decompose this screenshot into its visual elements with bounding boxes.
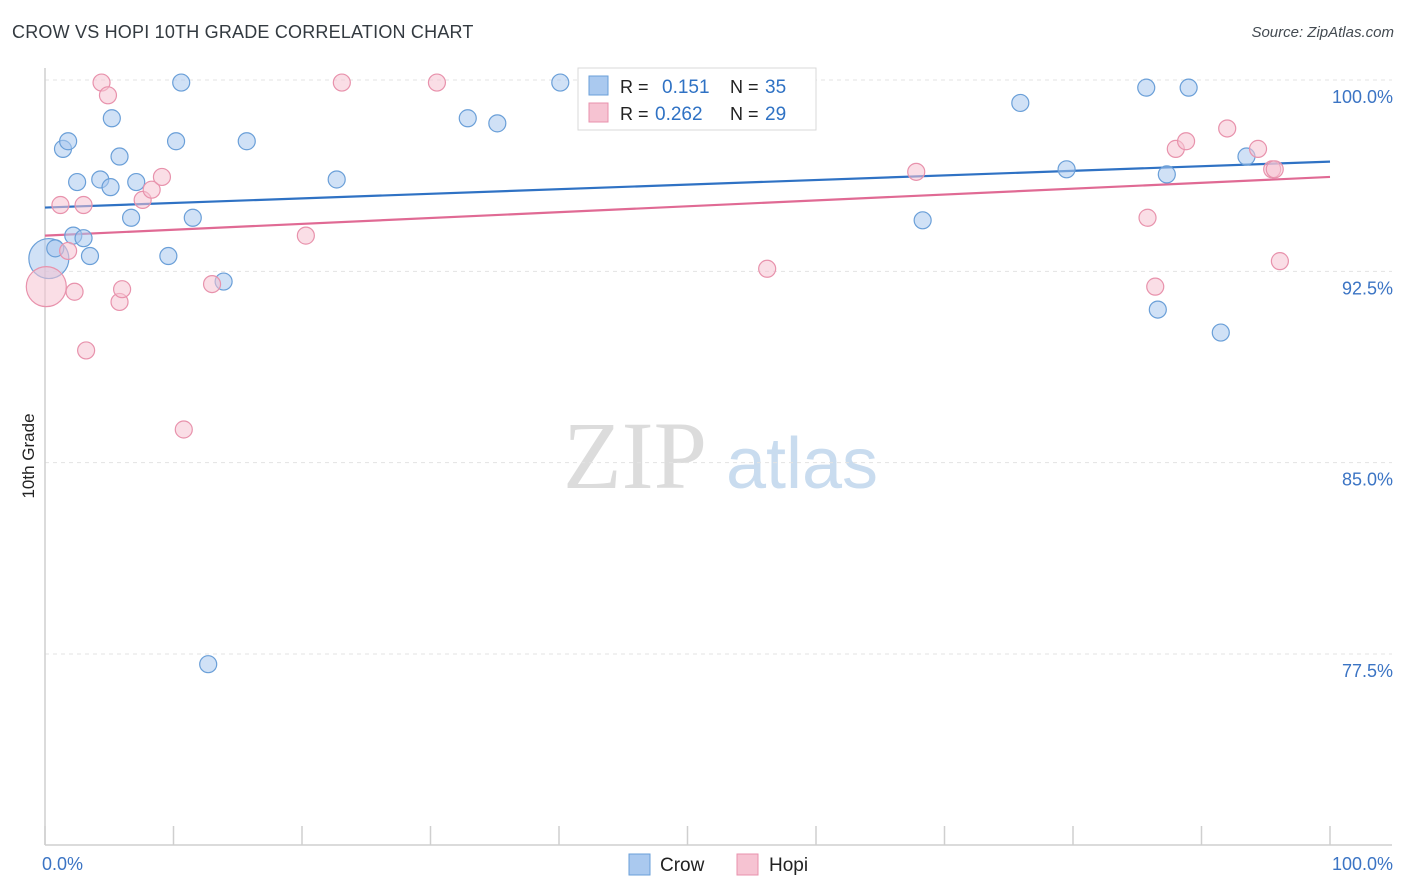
crow-point <box>127 172 146 192</box>
crow-point <box>237 132 256 151</box>
hopi-point <box>1248 139 1268 158</box>
hopi-point <box>427 73 447 92</box>
crow-point <box>458 109 477 128</box>
hopi-point <box>1270 252 1289 271</box>
hopi-point <box>142 180 161 199</box>
hopi-point <box>98 86 118 105</box>
y-tick-label: 92.5% <box>1342 278 1393 298</box>
y-axis-label: 10th Grade <box>19 413 38 498</box>
legend-crow-swatch <box>628 853 651 876</box>
x-tick-label: 0.0% <box>42 854 83 874</box>
crow-trend-line <box>44 160 1331 209</box>
crow-point <box>159 246 178 266</box>
hopi-point <box>174 420 193 439</box>
hopi-point <box>296 226 315 245</box>
stats-crow-r-label: R = <box>620 77 649 97</box>
hopi-point <box>74 195 93 215</box>
crow-point <box>1179 78 1198 97</box>
crow-point <box>102 109 121 128</box>
crow-point <box>101 178 120 197</box>
hopi-point <box>1138 208 1157 227</box>
stats-box-frame <box>577 67 817 131</box>
stats-hopi-n-value: 29 <box>765 104 786 125</box>
crow-point <box>1157 165 1176 184</box>
hopi-point <box>77 341 96 360</box>
crow-point <box>199 655 218 674</box>
crow-point <box>1057 160 1076 179</box>
axes: 100.0% 92.5% 85.0% 77.5% 0.0% 100.0% <box>42 68 1393 874</box>
legend-hopi-swatch <box>736 853 759 876</box>
y-tick-label: 77.5% <box>1342 661 1393 681</box>
data-points <box>25 73 1289 674</box>
stats-hopi-r-label: R = <box>620 104 649 124</box>
crow-point <box>172 73 191 92</box>
stats-crow-r-value: 0.151 <box>662 77 710 98</box>
crow-point <box>80 246 100 266</box>
stats-hopi-n-label: N = <box>730 104 759 124</box>
crow-point <box>59 132 78 151</box>
x-tick-label: 100.0% <box>1332 854 1393 874</box>
crow-point <box>1211 323 1230 342</box>
crow-point <box>488 114 507 133</box>
crow-point <box>1011 93 1030 113</box>
y-tick-label: 100.0% <box>1332 87 1393 107</box>
legend-hopi-label: Hopi <box>769 855 808 876</box>
crow-point <box>1137 78 1156 97</box>
crow-point <box>551 73 570 92</box>
hopi-trend-line <box>44 175 1331 237</box>
crow-point <box>68 172 87 192</box>
hopi-point <box>59 241 78 261</box>
stats-crow-n-label: N = <box>730 77 759 97</box>
crow-point <box>183 208 202 227</box>
crow-point <box>121 208 141 227</box>
hopi-point <box>51 195 70 215</box>
crow-point <box>913 211 932 230</box>
stats-box: R = 0.151 N = 35 R = 0.262 N = 29 <box>577 67 817 131</box>
hopi-point <box>65 282 84 301</box>
chart-title: CROW VS HOPI 10TH GRADE CORRELATION CHAR… <box>12 22 474 42</box>
hopi-point <box>332 73 351 92</box>
hopi-point <box>1146 277 1165 296</box>
legend: Crow Hopi <box>628 853 808 876</box>
crow-point <box>1148 300 1167 319</box>
hopi-point <box>1218 119 1237 138</box>
stats-crow-n-value: 35 <box>765 77 786 98</box>
hopi-point <box>1265 160 1284 179</box>
hopi-point <box>1176 132 1196 151</box>
hopi-point <box>758 259 777 278</box>
crow-point <box>166 132 186 151</box>
crow-point <box>74 229 93 248</box>
stats-hopi-swatch <box>588 102 609 123</box>
crow-point <box>327 170 346 189</box>
y-tick-label: 85.0% <box>1342 470 1393 490</box>
hopi-point <box>907 162 926 181</box>
watermark-atlas: atlas <box>726 424 878 504</box>
chart-source: Source: ZipAtlas.com <box>1251 24 1394 41</box>
watermark-zip: ZIP <box>563 402 707 509</box>
hopi-point <box>112 280 132 299</box>
stats-hopi-r-value: 0.262 <box>655 104 703 125</box>
crow-point <box>110 147 129 166</box>
hopi-point <box>152 167 172 187</box>
hopi-point <box>202 274 222 294</box>
stats-crow-swatch <box>588 75 609 96</box>
trend-lines <box>44 160 1331 237</box>
legend-crow-label: Crow <box>660 855 705 876</box>
hopi-point <box>25 266 67 308</box>
